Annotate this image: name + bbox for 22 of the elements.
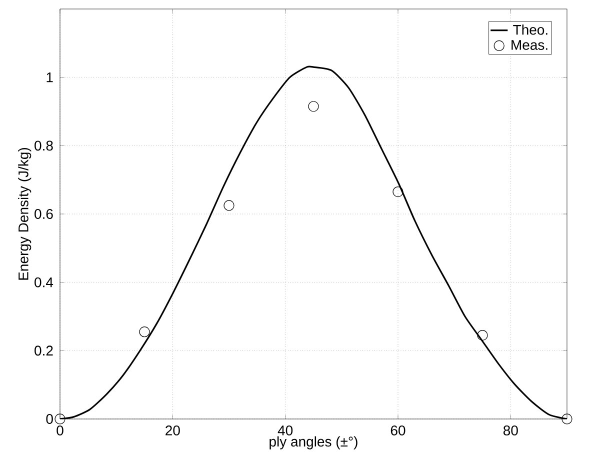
y-tick-label: 0.8: [34, 140, 53, 151]
point: [224, 200, 234, 211]
x-tick-label: 20: [166, 426, 180, 436]
legend-label: Theo.: [513, 24, 548, 35]
x-tick-label: 0: [56, 426, 64, 436]
point: [308, 101, 319, 112]
point: [562, 414, 572, 424]
x-tick-label: 40: [278, 426, 293, 436]
point: [139, 326, 150, 338]
y-tick-label: 0: [46, 414, 53, 424]
x-tick-label: 80: [503, 426, 518, 436]
x-axis-title: ply angles (±°): [270, 436, 358, 450]
legend-label: Meas.: [512, 40, 548, 50]
point: [54, 414, 66, 424]
point: [477, 330, 488, 341]
x-tick-label: 60: [390, 426, 406, 436]
y-tick-label: 0.6: [34, 209, 53, 219]
point: [392, 186, 404, 198]
y-axis-title: Energy Density (J/kg): [18, 148, 32, 280]
y-tick-label: 0.2: [34, 346, 53, 356]
y-tick-label: 1: [46, 72, 53, 82]
y-tick-label: 0.4: [34, 277, 54, 288]
